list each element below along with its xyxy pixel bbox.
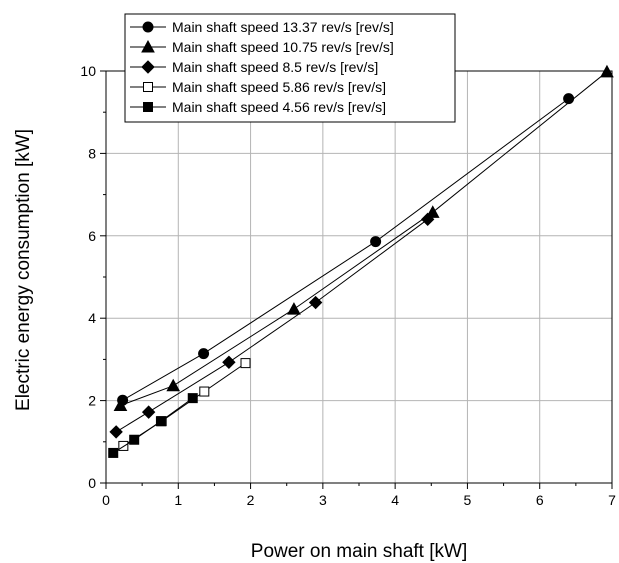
legend-label: Main shaft speed 4.56 rev/s [rev/s] (172, 99, 386, 115)
y-tick-label: 0 (88, 475, 96, 491)
plot-frame (105, 70, 613, 484)
data-point (425, 205, 440, 218)
legend-marker (143, 102, 153, 112)
x-tick-label: 5 (464, 492, 472, 508)
x-axis-title: Power on main shaft [kW] (251, 541, 467, 562)
legend-marker (141, 60, 155, 74)
series-layer (108, 64, 614, 458)
legend-marker (141, 39, 155, 53)
y-tick-label: 10 (80, 63, 96, 79)
data-point (199, 386, 210, 397)
grid (106, 71, 612, 483)
legend-label: Main shaft speed 8.5 rev/s [rev/s] (172, 59, 378, 75)
data-point (166, 378, 181, 392)
legend-label: Main shaft speed 13.37 rev/s [rev/s] (172, 19, 394, 35)
data-point (141, 405, 156, 419)
y-tick-label: 8 (88, 145, 96, 161)
data-point (129, 434, 140, 445)
x-tick-label: 6 (536, 492, 544, 508)
data-point (155, 416, 166, 427)
y-tick-label: 4 (88, 310, 96, 326)
data-point (187, 393, 198, 404)
data-point (198, 348, 210, 360)
axis-ticks: 0 1 2 3 4 5 6 7 0 2 4 6 8 10 (80, 63, 616, 508)
legend-item: Main shaft speed 4.56 rev/s [rev/s] (130, 99, 386, 115)
legend-item: Main shaft speed 10.75 rev/s [rev/s] (130, 39, 394, 55)
series-line (115, 218, 428, 433)
data-point (308, 295, 323, 310)
x-tick-label: 1 (174, 492, 182, 508)
data-point (420, 212, 435, 227)
data-point (109, 425, 123, 439)
data-point (240, 358, 251, 369)
series-line (112, 397, 193, 454)
y-tick-label: 6 (88, 228, 96, 244)
legend-marker (142, 21, 154, 33)
legend-item: Main shaft speed 13.37 rev/s [rev/s] (130, 19, 394, 35)
series-5 (108, 393, 198, 458)
legend-label: Main shaft speed 5.86 rev/s [rev/s] (172, 79, 386, 95)
data-point (287, 302, 301, 315)
legend-item: Main shaft speed 5.86 rev/s [rev/s] (130, 79, 386, 95)
data-point (113, 398, 128, 412)
series-line (122, 98, 569, 401)
data-point (108, 447, 119, 458)
legend-box (124, 13, 456, 123)
x-tick-label: 3 (319, 492, 327, 508)
data-point (370, 236, 382, 248)
x-tick-label: 4 (391, 492, 399, 508)
x-tick-label: 0 (102, 492, 110, 508)
legend-label: Main shaft speed 10.75 rev/s [rev/s] (172, 39, 394, 55)
x-tick-label: 7 (608, 492, 616, 508)
data-point (222, 355, 236, 369)
series-3 (109, 212, 435, 439)
y-tick-label: 2 (88, 393, 96, 409)
legend-marker (143, 82, 153, 92)
series-2 (113, 64, 614, 412)
series-1 (117, 93, 575, 406)
data-point (118, 440, 129, 451)
y-axis-title: Electric energy consumption [kW] (13, 129, 34, 411)
legend-item: Main shaft speed 8.5 rev/s [rev/s] (130, 59, 378, 75)
x-tick-label: 2 (247, 492, 255, 508)
legend: Main shaft speed 13.37 rev/s [rev/s] Main… (124, 13, 456, 123)
data-point (600, 64, 614, 78)
